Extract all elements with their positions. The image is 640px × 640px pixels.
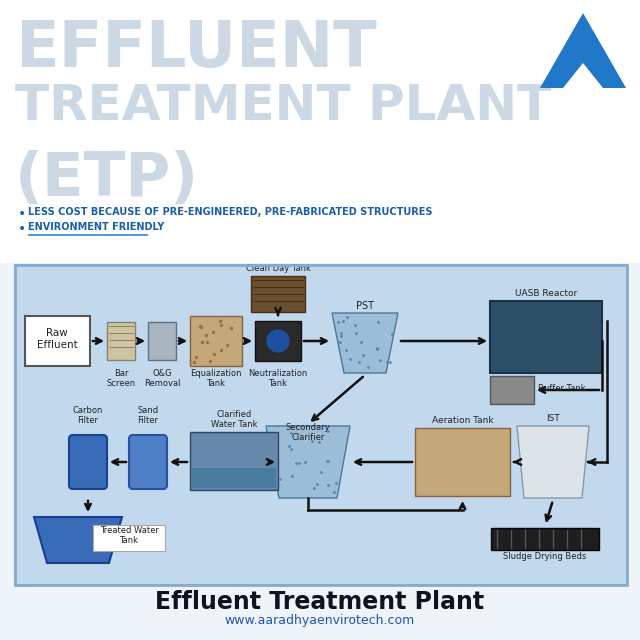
Text: Neutralization
Tank: Neutralization Tank bbox=[248, 369, 308, 388]
Polygon shape bbox=[266, 426, 350, 498]
Text: Secondary
Clarifier: Secondary Clarifier bbox=[285, 423, 330, 442]
Bar bbox=[107, 322, 135, 360]
Text: PST: PST bbox=[356, 301, 374, 311]
Polygon shape bbox=[540, 13, 626, 88]
Text: Clean Day Tank: Clean Day Tank bbox=[246, 264, 310, 273]
Bar bbox=[15, 265, 627, 585]
Polygon shape bbox=[332, 313, 398, 373]
Bar bbox=[25, 316, 90, 366]
Text: TREATMENT PLANT: TREATMENT PLANT bbox=[15, 82, 551, 130]
Text: Raw
Effluent: Raw Effluent bbox=[36, 328, 77, 349]
Text: Effluent Treatment Plant: Effluent Treatment Plant bbox=[156, 590, 484, 614]
Text: Clarified
Water Tank: Clarified Water Tank bbox=[211, 410, 257, 429]
Text: IST: IST bbox=[546, 414, 560, 423]
Bar bbox=[415, 428, 510, 496]
Text: Bar
Screen: Bar Screen bbox=[106, 369, 136, 388]
Bar bbox=[251, 276, 305, 312]
Text: Aeration Tank: Aeration Tank bbox=[432, 416, 493, 425]
Bar bbox=[190, 432, 278, 490]
Text: Buffer Tank: Buffer Tank bbox=[538, 384, 586, 393]
Text: EFFLUENT: EFFLUENT bbox=[15, 18, 377, 80]
Bar bbox=[28, 234, 148, 236]
Text: Equalization
Tank: Equalization Tank bbox=[190, 369, 242, 388]
Bar bbox=[491, 528, 599, 550]
Text: Sludge Drying Beds: Sludge Drying Beds bbox=[504, 552, 587, 561]
Polygon shape bbox=[517, 426, 589, 498]
Text: (ETP): (ETP) bbox=[15, 150, 199, 209]
Text: ENVIRONMENT FRIENDLY: ENVIRONMENT FRIENDLY bbox=[28, 222, 164, 232]
Bar bbox=[0, 0, 640, 263]
Text: Carbon
Filter: Carbon Filter bbox=[73, 406, 103, 425]
FancyBboxPatch shape bbox=[69, 435, 107, 489]
Bar bbox=[490, 301, 602, 373]
Text: Sand
Filter: Sand Filter bbox=[138, 406, 159, 425]
Bar bbox=[190, 316, 242, 366]
Text: www.aaradhyaenvirotech.com: www.aaradhyaenvirotech.com bbox=[225, 614, 415, 627]
Text: Treated Water
Tank: Treated Water Tank bbox=[100, 526, 159, 545]
Text: •: • bbox=[18, 222, 26, 236]
Text: LESS COST BECAUSE OF PRE-ENGINEERED, PRE-FABRICATED STRUCTURES: LESS COST BECAUSE OF PRE-ENGINEERED, PRE… bbox=[28, 207, 433, 217]
FancyBboxPatch shape bbox=[129, 435, 167, 489]
Bar bbox=[93, 525, 165, 551]
Text: •: • bbox=[18, 207, 26, 221]
Text: UASB Reactor: UASB Reactor bbox=[515, 289, 577, 298]
Bar bbox=[490, 376, 534, 404]
Bar bbox=[15, 265, 627, 585]
Text: O&G
Removal: O&G Removal bbox=[144, 369, 180, 388]
Bar bbox=[255, 321, 301, 361]
Polygon shape bbox=[34, 517, 122, 563]
Bar bbox=[192, 468, 276, 488]
Circle shape bbox=[267, 330, 289, 352]
Polygon shape bbox=[563, 63, 603, 88]
Bar bbox=[148, 322, 176, 360]
